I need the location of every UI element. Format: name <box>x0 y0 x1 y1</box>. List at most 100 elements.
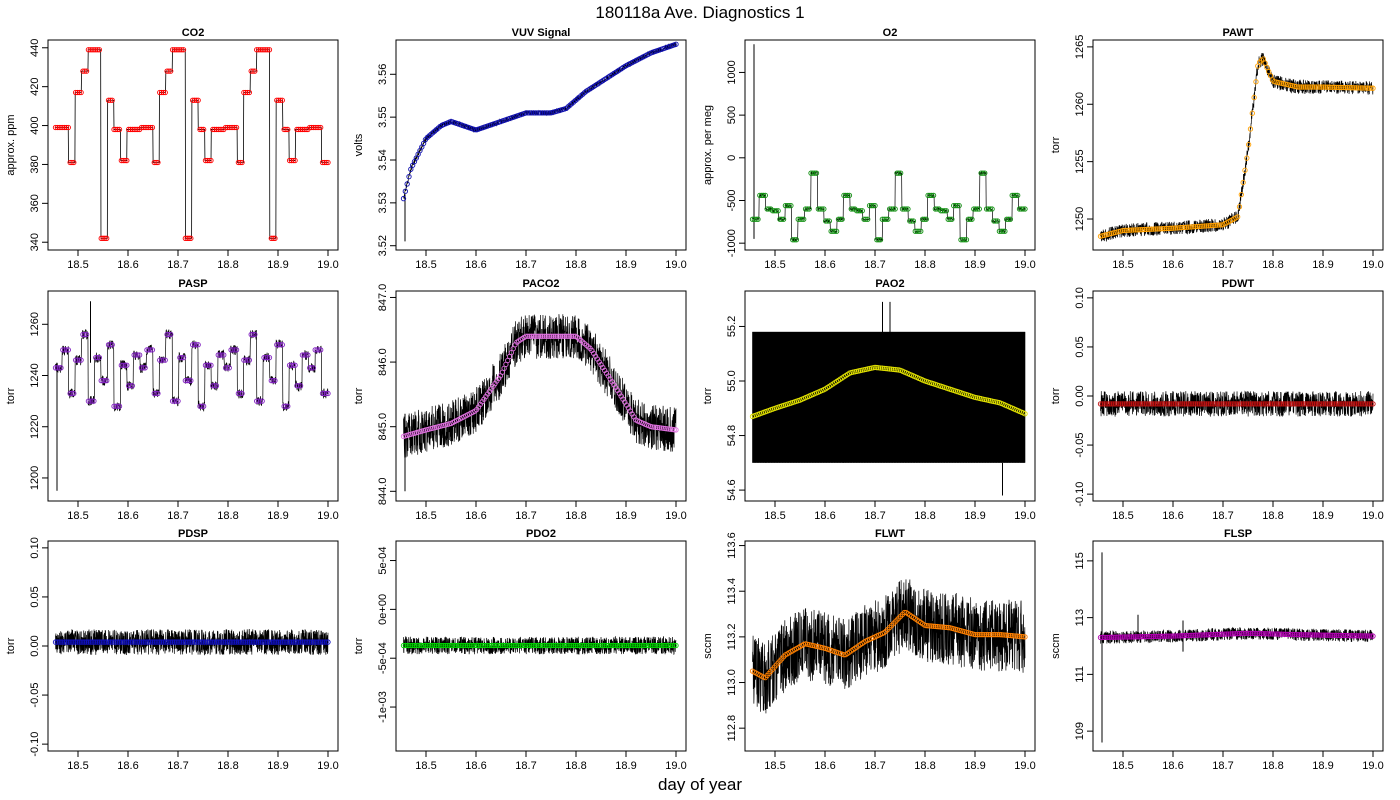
average-point <box>241 639 247 645</box>
average-point <box>1300 632 1307 638</box>
average-point <box>60 639 66 645</box>
average-point <box>625 642 632 649</box>
average-point <box>1013 633 1019 639</box>
average-point <box>578 642 584 649</box>
average-point <box>74 89 81 96</box>
average-point <box>671 427 677 433</box>
average-point <box>1016 206 1023 212</box>
average-point <box>607 642 613 649</box>
average-point <box>1165 225 1171 232</box>
average-point <box>844 192 851 199</box>
average-point <box>1328 84 1334 90</box>
x-tick-label: 19.0 <box>1014 760 1035 772</box>
average-point <box>1207 401 1213 407</box>
y-axis-label: approx. per meg <box>702 105 714 185</box>
average-point <box>417 642 423 649</box>
y-tick-label: 1265 <box>1074 35 1086 59</box>
average-point <box>169 398 176 404</box>
average-point <box>1233 631 1239 637</box>
average-point <box>1339 632 1345 639</box>
average-point <box>155 639 161 645</box>
average-point <box>797 216 803 222</box>
average-point <box>1295 632 1301 638</box>
average-point <box>146 347 152 353</box>
plot-frame <box>395 39 687 251</box>
average-point <box>127 126 134 133</box>
average-point <box>1016 633 1023 640</box>
average-point <box>1022 206 1028 212</box>
average-point <box>325 639 331 645</box>
average-point <box>936 624 942 630</box>
average-point <box>197 126 203 133</box>
average-point <box>1156 226 1162 232</box>
average-point <box>1220 401 1226 407</box>
y-tick-label: 3.56 <box>377 64 389 85</box>
average-point <box>651 642 657 649</box>
average-point <box>1333 84 1340 91</box>
average-point <box>587 642 593 649</box>
average-point <box>125 126 132 133</box>
average-point <box>472 126 478 133</box>
average-point <box>261 354 267 361</box>
average-point <box>833 228 840 234</box>
average-point <box>651 424 657 430</box>
average-point <box>1117 634 1124 640</box>
x-tick-label: 18.8 <box>914 760 935 772</box>
average-point <box>751 216 757 222</box>
y-tick-label: 500 <box>726 106 738 124</box>
panel-title: FLWT <box>875 528 905 540</box>
average-point <box>400 195 407 202</box>
average-point <box>949 216 955 222</box>
average-point <box>162 639 168 645</box>
average-point <box>846 192 853 199</box>
x-tick-label: 18.7 <box>167 510 188 522</box>
average-point <box>190 97 196 103</box>
average-point <box>525 333 531 339</box>
average-point <box>483 642 489 649</box>
average-point <box>164 639 170 645</box>
average-point <box>1370 85 1376 91</box>
average-point <box>1099 401 1105 407</box>
x-tick-label: 18.6 <box>1162 259 1183 271</box>
average-point <box>1176 225 1182 231</box>
average-point <box>420 642 427 649</box>
average-point <box>1178 224 1184 231</box>
average-point <box>629 642 635 649</box>
average-point <box>1286 631 1292 638</box>
average-point <box>255 47 262 53</box>
average-point <box>191 97 198 103</box>
average-point <box>171 47 178 53</box>
average-point <box>228 639 234 645</box>
y-tick-label: 844.0 <box>377 478 389 506</box>
average-point <box>281 126 287 133</box>
average-point <box>1299 632 1305 638</box>
average-point <box>1352 401 1358 407</box>
average-point <box>147 124 154 131</box>
average-point <box>523 642 529 649</box>
average-point <box>299 352 306 358</box>
y-tick-label: 113.4 <box>726 578 738 605</box>
average-point <box>241 357 247 363</box>
panel-title: PAO2 <box>875 278 904 290</box>
average-point <box>169 47 176 53</box>
average-point <box>222 365 229 371</box>
average-point <box>89 398 95 404</box>
average-point <box>1242 167 1248 173</box>
average-point <box>1130 401 1137 407</box>
average-point <box>1315 84 1321 90</box>
average-point <box>232 124 238 131</box>
average-point <box>294 383 300 389</box>
average-point <box>477 642 483 649</box>
average-point <box>226 124 232 131</box>
average-point <box>204 362 210 368</box>
average-point <box>538 642 544 649</box>
average-point <box>1247 126 1254 132</box>
average-point <box>927 623 933 629</box>
average-point <box>193 97 199 103</box>
average-point <box>786 202 792 209</box>
average-point <box>554 642 560 649</box>
average-point <box>819 206 825 212</box>
average-point <box>228 347 234 353</box>
average-point <box>263 639 269 645</box>
y-axis-label: torr <box>702 387 714 404</box>
